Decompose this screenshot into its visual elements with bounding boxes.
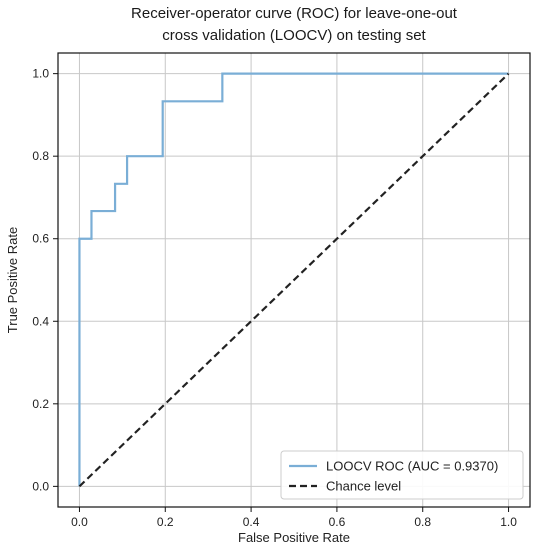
x-tick-label: 0.8: [414, 515, 431, 529]
legend-label: Chance level: [326, 479, 401, 494]
chance-level-line: [78, 72, 510, 488]
chart-title-line: cross validation (LOOCV) on testing set: [162, 27, 426, 44]
y-axis-label: True Positive Rate: [5, 227, 20, 333]
legend-label: LOOCV ROC (AUC = 0.9370): [326, 459, 498, 474]
x-axis-label: False Positive Rate: [238, 530, 350, 545]
chart-title-line: Receiver-operator curve (ROC) for leave-…: [131, 5, 458, 22]
x-tick-label: 0.4: [243, 515, 260, 529]
y-tick-label: 0.0: [32, 479, 49, 493]
x-tick-label: 0.0: [71, 515, 88, 529]
y-tick-label: 0.2: [32, 397, 49, 411]
y-tick-label: 0.6: [32, 232, 49, 246]
legend-box: [280, 450, 524, 500]
roc-curve-line: [78, 72, 509, 487]
x-tick-label: 1.0: [500, 515, 517, 529]
x-tick-label: 0.2: [157, 515, 174, 529]
y-tick-label: 0.4: [32, 314, 49, 328]
y-tick-label: 1.0: [32, 67, 49, 81]
plot-frame: [57, 52, 531, 508]
y-tick-label: 0.8: [32, 149, 49, 163]
x-tick-label: 0.6: [329, 515, 346, 529]
